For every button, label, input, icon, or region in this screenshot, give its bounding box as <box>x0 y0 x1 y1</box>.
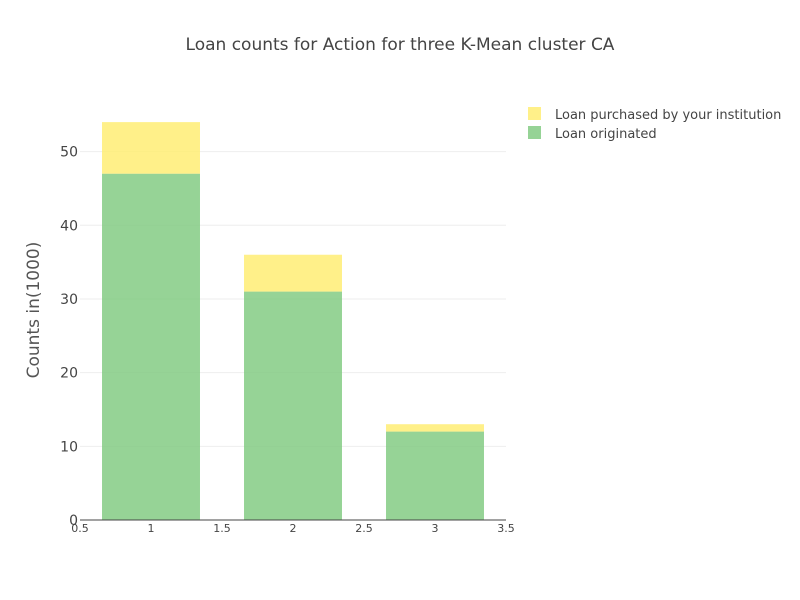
x-tick-label: 2 <box>290 522 297 535</box>
y-tick-labels: 0 10 20 30 40 50 <box>60 145 78 529</box>
bar-series-1-x-2[interactable] <box>244 254 342 292</box>
x-tick-labels: 0.5 1 1.5 2 2.5 3 3.5 <box>71 522 515 535</box>
y-tick-label: 10 <box>60 439 78 455</box>
bar-series-1-x-3[interactable] <box>386 424 484 432</box>
bar-series-0-x-3[interactable] <box>386 431 484 520</box>
y-tick-label: 50 <box>60 145 78 161</box>
bar-series-1-x-1[interactable] <box>102 122 200 174</box>
legend-item[interactable]: Loan purchased by your institution <box>528 107 781 123</box>
legend[interactable]: Loan purchased by your institution Loan o… <box>528 107 781 142</box>
bar-series-0-x-2[interactable] <box>244 291 342 520</box>
chart-title: Loan counts for Action for three K-Mean … <box>186 35 615 55</box>
bar-series-0-x-1[interactable] <box>102 173 200 520</box>
x-tick-label: 1 <box>148 522 155 535</box>
legend-swatch <box>528 107 541 120</box>
legend-label: Loan purchased by your institution <box>555 108 781 123</box>
legend-item[interactable]: Loan originated <box>528 126 657 142</box>
bars <box>102 122 484 520</box>
y-axis-label: Counts in(1000) <box>24 242 44 379</box>
y-tick-label: 30 <box>60 292 78 308</box>
x-tick-label: 2.5 <box>355 522 373 535</box>
x-tick-label: 3.5 <box>497 522 515 535</box>
legend-label: Loan originated <box>555 127 657 142</box>
y-tick-label: 20 <box>60 366 78 382</box>
y-tick-label: 40 <box>60 218 78 234</box>
x-tick-label: 3 <box>432 522 439 535</box>
x-tick-label: 1.5 <box>213 522 231 535</box>
y-tick-label: 0 <box>69 513 78 529</box>
x-tick-label: 0.5 <box>71 522 89 535</box>
legend-swatch <box>528 126 541 139</box>
